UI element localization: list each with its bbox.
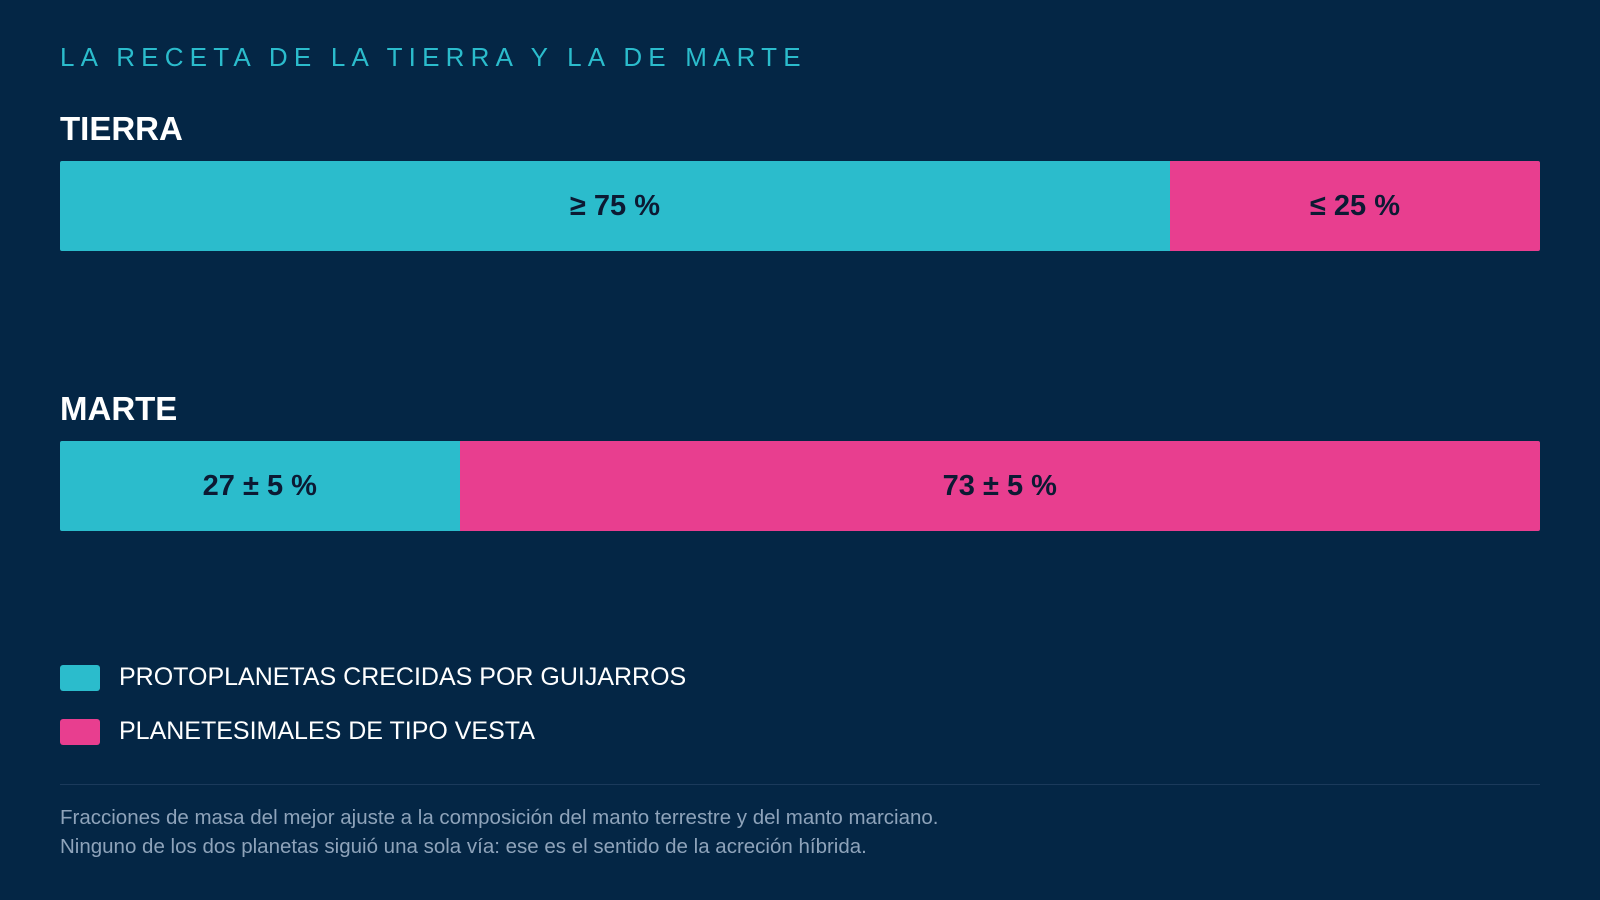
- legend-label-pebble: PROTOPLANETAS CRECIDAS POR GUIJARROS: [119, 663, 687, 691]
- footnote-line-2: Ninguno de los dos planetas siguió una s…: [60, 835, 867, 858]
- legend-swatch-vesta: [60, 718, 100, 745]
- bar-tierra: ≥ 75 % ≤ 25 %: [60, 161, 1540, 251]
- data-label-marte-vesta: 73 ± 5 %: [942, 469, 1057, 502]
- bar-marte: 27 ± 5 % 73 ± 5 %: [60, 441, 1540, 531]
- legend-item-pebble: PROTOPLANETAS CRECIDAS POR GUIJARROS: [60, 663, 686, 692]
- footnote-line-1: Fracciones de masa del mejor ajuste a la…: [60, 806, 939, 829]
- planet-label-tierra: TIERRA: [60, 110, 183, 147]
- bar-segment-marte-vesta: 73 ± 5 %: [459, 441, 1540, 531]
- legend-swatch-pebble: [60, 664, 100, 691]
- data-label-tierra-vesta: ≤ 25 %: [1309, 189, 1401, 222]
- chart-kicker-title: LA RECETA DE LA TIERRA Y LA DE MARTE: [60, 42, 807, 72]
- bar-segment-tierra-pebble: ≥ 75 %: [60, 161, 1170, 251]
- bar-segment-tierra-vesta: ≤ 25 %: [1170, 161, 1540, 251]
- legend-label-vesta: PLANETESIMALES DE TIPO VESTA: [119, 717, 535, 745]
- planet-label-marte: MARTE: [60, 390, 178, 427]
- data-label-marte-pebble: 27 ± 5 %: [202, 469, 317, 502]
- footer-divider: [60, 784, 1540, 785]
- data-label-tierra-pebble: ≥ 75 %: [569, 189, 661, 222]
- bar-segment-marte-pebble: 27 ± 5 %: [60, 441, 460, 531]
- legend-item-vesta: PLANETESIMALES DE TIPO VESTA: [60, 717, 535, 746]
